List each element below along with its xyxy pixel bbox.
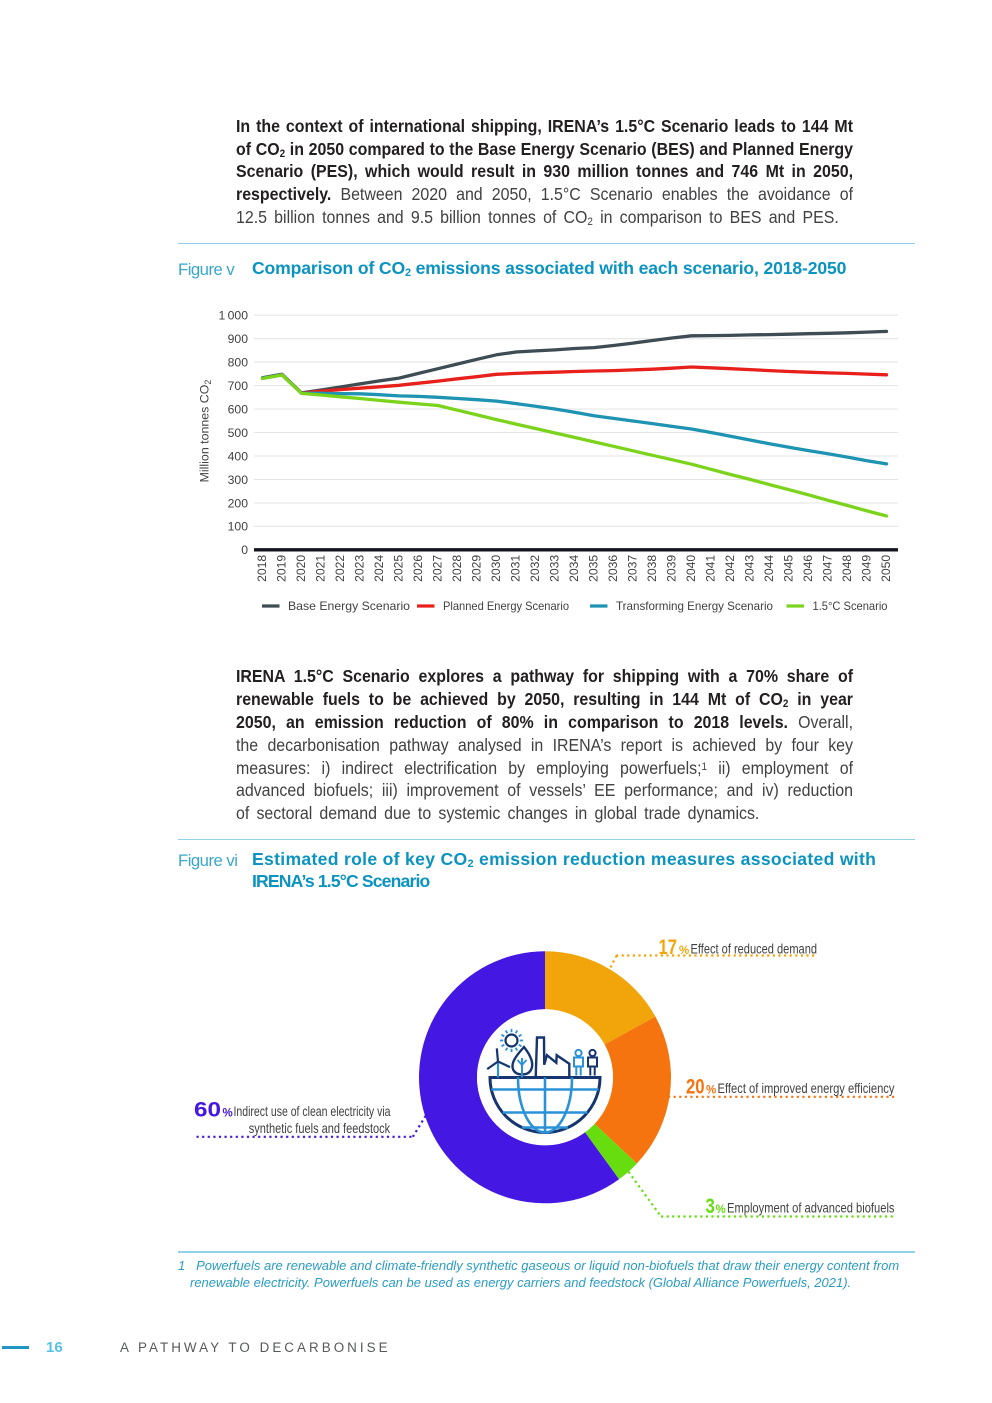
svg-text:%: % xyxy=(716,1204,726,1216)
svg-text:2031: 2031 xyxy=(509,555,523,582)
svg-text:Employment of advanced biofuel: Employment of advanced biofuels xyxy=(727,1201,895,1216)
svg-text:2021: 2021 xyxy=(314,555,328,582)
svg-text:2035: 2035 xyxy=(587,555,601,582)
svg-text:500: 500 xyxy=(228,426,249,440)
svg-text:800: 800 xyxy=(228,356,249,370)
svg-text:2038: 2038 xyxy=(645,555,659,582)
svg-text:2039: 2039 xyxy=(665,555,679,582)
svg-text:2028: 2028 xyxy=(450,555,464,582)
svg-text:2042: 2042 xyxy=(723,555,737,582)
svg-text:2046: 2046 xyxy=(801,555,815,582)
svg-text:2047: 2047 xyxy=(821,555,835,582)
svg-text:2029: 2029 xyxy=(470,555,484,582)
svg-text:2045: 2045 xyxy=(782,555,796,582)
svg-text:2019: 2019 xyxy=(275,555,289,582)
svg-text:%: % xyxy=(706,1085,716,1097)
svg-text:2018: 2018 xyxy=(255,555,269,582)
svg-text:2040: 2040 xyxy=(684,555,698,582)
svg-text:Million tonnes CO2: Million tonnes CO2 xyxy=(198,380,214,483)
svg-text:0: 0 xyxy=(241,543,248,557)
svg-text:400: 400 xyxy=(228,449,249,463)
svg-text:2026: 2026 xyxy=(411,555,425,582)
svg-text:2033: 2033 xyxy=(548,555,562,582)
svg-text:2032: 2032 xyxy=(528,555,542,582)
svg-text:2050: 2050 xyxy=(879,555,893,582)
svg-text:700: 700 xyxy=(228,379,249,393)
svg-text:200: 200 xyxy=(228,496,249,510)
svg-text:17: 17 xyxy=(659,936,678,959)
svg-text:600: 600 xyxy=(228,402,249,416)
svg-text:Base Energy Scenario: Base Energy Scenario xyxy=(288,599,410,613)
svg-text:2036: 2036 xyxy=(606,555,620,582)
svg-text:2020: 2020 xyxy=(294,555,308,582)
svg-text:2027: 2027 xyxy=(431,555,445,582)
svg-text:2043: 2043 xyxy=(743,555,757,582)
svg-text:1 000: 1 000 xyxy=(218,309,248,323)
svg-text:1.5°C Scenario: 1.5°C Scenario xyxy=(813,599,888,613)
svg-text:2023: 2023 xyxy=(353,555,367,582)
svg-text:60: 60 xyxy=(194,1099,221,1122)
svg-text:%: % xyxy=(679,945,689,957)
svg-text:2025: 2025 xyxy=(392,555,406,582)
svg-text:2034: 2034 xyxy=(567,555,581,582)
svg-text:300: 300 xyxy=(228,473,249,487)
svg-text:Effect of reduced demand: Effect of reduced demand xyxy=(691,942,818,957)
svg-text:2041: 2041 xyxy=(704,555,718,582)
svg-text:100: 100 xyxy=(228,520,249,534)
svg-text:synthetic fuels and feedstock: synthetic fuels and feedstock xyxy=(249,1121,390,1136)
svg-text:2048: 2048 xyxy=(840,555,854,582)
svg-text:Planned Energy Scenario: Planned Energy Scenario xyxy=(443,599,569,613)
svg-text:2037: 2037 xyxy=(626,555,640,582)
svg-text:Indirect use of clean electric: Indirect use of clean electricity via xyxy=(234,1104,391,1119)
svg-text:2049: 2049 xyxy=(860,555,874,582)
svg-text:20: 20 xyxy=(686,1076,705,1099)
svg-text:2022: 2022 xyxy=(333,555,347,582)
svg-text:Transforming Energy Scenario: Transforming Energy Scenario xyxy=(616,599,773,613)
svg-text:%: % xyxy=(223,1108,233,1120)
svg-text:Effect of improved energy effi: Effect of improved energy efficiency xyxy=(718,1081,895,1096)
svg-text:900: 900 xyxy=(228,332,249,346)
svg-text:2024: 2024 xyxy=(372,555,386,582)
svg-text:2044: 2044 xyxy=(762,555,776,582)
svg-text:2030: 2030 xyxy=(489,555,503,582)
svg-text:3: 3 xyxy=(706,1195,715,1218)
